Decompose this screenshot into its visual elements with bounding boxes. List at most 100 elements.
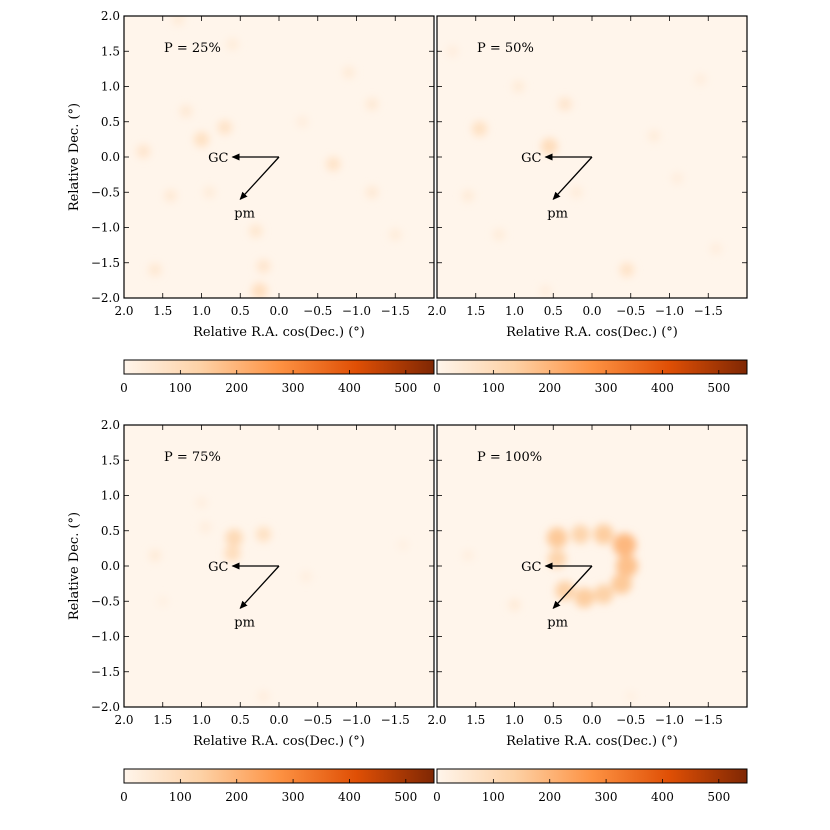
colorbar-tick-label: 400 — [651, 790, 674, 804]
density-blob — [326, 156, 341, 172]
density-blob — [224, 545, 241, 562]
panel-label: P = 75% — [164, 450, 221, 465]
density-blob — [300, 570, 312, 583]
density-blob — [172, 16, 185, 26]
x-tick-label: −1.0 — [655, 713, 684, 727]
pm-arrow-label: pm — [234, 206, 255, 221]
y-tick-label: −1.0 — [91, 630, 120, 644]
y-tick-label: −2.0 — [91, 700, 120, 714]
density-blob — [193, 131, 210, 148]
panel-4: 2.0 1.5 1.0 0.5 0.0 −0.5 −1.0 −1.5 Relative R.A.… — [427, 424, 748, 749]
density-blob — [615, 555, 638, 577]
colorbar-tick-label: 500 — [394, 790, 417, 804]
density-blob — [226, 38, 239, 51]
density-blob — [710, 242, 722, 255]
colorbar-tick-label: 0 — [433, 381, 441, 395]
colorbar-tick-label: 0 — [433, 790, 441, 804]
density-blob — [225, 529, 243, 547]
colorbar-tick-label: 400 — [338, 790, 361, 804]
density-blob — [694, 73, 707, 86]
density-blob — [148, 549, 162, 562]
density-blob — [593, 584, 614, 604]
x-axis-label: Relative R.A. cos(Dec.) (°) — [193, 734, 365, 749]
y-tick-label: 1.0 — [101, 80, 120, 94]
density-blob — [365, 97, 379, 111]
colorbar-tick-label: 0 — [120, 381, 128, 395]
x-tick-label: 2.0 — [114, 304, 133, 318]
density-blob — [255, 526, 272, 542]
density-blob — [508, 598, 521, 612]
density-blob — [462, 549, 474, 562]
density-blob — [203, 186, 216, 199]
x-tick-label: −0.5 — [616, 713, 645, 727]
x-tick-label: −1.0 — [342, 304, 371, 318]
x-tick-label: 0.5 — [544, 713, 563, 727]
gc-arrow-label: GC — [208, 151, 228, 166]
colorbar-gradient — [436, 359, 748, 375]
pm-arrow-label: pm — [234, 615, 255, 630]
density-blob — [365, 185, 379, 199]
x-tick-label: −1.5 — [694, 304, 723, 318]
x-tick-label: −1.5 — [381, 713, 410, 727]
colorbar-tick-label: 300 — [595, 381, 618, 395]
colorbar-gradient — [436, 768, 748, 784]
y-tick-label: −0.5 — [91, 594, 120, 608]
density-blob — [296, 115, 309, 128]
x-axis-label: Relative R.A. cos(Dec.) (°) — [193, 325, 365, 340]
colorbar-tick-label: 200 — [225, 790, 248, 804]
density-blob — [546, 527, 568, 549]
density-blob — [619, 262, 635, 278]
density-blob — [249, 224, 263, 238]
colorbar-tick-label: 300 — [595, 790, 618, 804]
density-blob — [136, 144, 151, 159]
x-tick-label: −0.5 — [616, 304, 645, 318]
pm-arrow — [552, 565, 593, 610]
gc-arrow-label: GC — [521, 151, 541, 166]
colorbar-2: 0 100 200 300 400 500 — [433, 359, 748, 395]
colorbar-tick-label: 500 — [394, 381, 417, 395]
y-tick-label: 1.5 — [101, 453, 120, 467]
x-tick-label: 1.5 — [153, 713, 172, 727]
x-tick-label: 1.0 — [192, 713, 211, 727]
y-tick-label: −1.5 — [91, 256, 120, 270]
y-tick-label: 2.0 — [101, 9, 120, 23]
x-tick-label: −1.0 — [342, 713, 371, 727]
colorbar-tick-label: 200 — [225, 381, 248, 395]
y-tick-label: 0.5 — [101, 115, 120, 129]
colorbar-tick-label: 0 — [120, 790, 128, 804]
colorbar-tick-label: 200 — [538, 381, 561, 395]
density-blob — [148, 263, 162, 277]
density-blob — [199, 521, 212, 534]
x-tick-label: 2.0 — [427, 304, 446, 318]
pm-arrow-label: pm — [547, 206, 568, 221]
x-tick-label: 1.5 — [466, 713, 485, 727]
density-blob — [164, 189, 177, 203]
y-tick-label: −1.5 — [91, 665, 120, 679]
density-blob — [512, 80, 525, 93]
panel-1: 2.0 1.5 1.0 0.5 0.0 −0.5 −1.0 −1.5 2.0 1.5 1.0 0.5 0… — [67, 9, 435, 340]
x-axis-label: Relative R.A. cos(Dec.) (°) — [506, 734, 678, 749]
pm-arrow — [239, 565, 280, 610]
density-blob — [179, 104, 193, 118]
panel-label: P = 50% — [477, 41, 534, 56]
density-blob — [611, 573, 632, 594]
colorbar-tick-label: 300 — [282, 790, 305, 804]
x-tick-label: 2.0 — [427, 713, 446, 727]
density-blob — [557, 97, 572, 112]
y-tick-label: −1.0 — [91, 221, 120, 235]
x-axis-label: Relative R.A. cos(Dec.) (°) — [506, 325, 678, 340]
x-tick-label: 0.5 — [544, 304, 563, 318]
colorbar-tick-label: 500 — [707, 381, 730, 395]
x-tick-label: −1.0 — [655, 304, 684, 318]
density-blob — [342, 66, 356, 79]
density-blob — [574, 587, 595, 608]
x-tick-label: 0.0 — [582, 713, 601, 727]
density-blob — [389, 228, 402, 241]
x-tick-label: 0.0 — [269, 713, 288, 727]
gc-arrow-label: GC — [521, 560, 541, 575]
colorbar-4: 0 100 200 300 400 500 — [433, 768, 748, 804]
colorbar-gradient — [123, 768, 435, 784]
pm-arrow — [552, 156, 593, 201]
density-blob — [157, 595, 169, 607]
